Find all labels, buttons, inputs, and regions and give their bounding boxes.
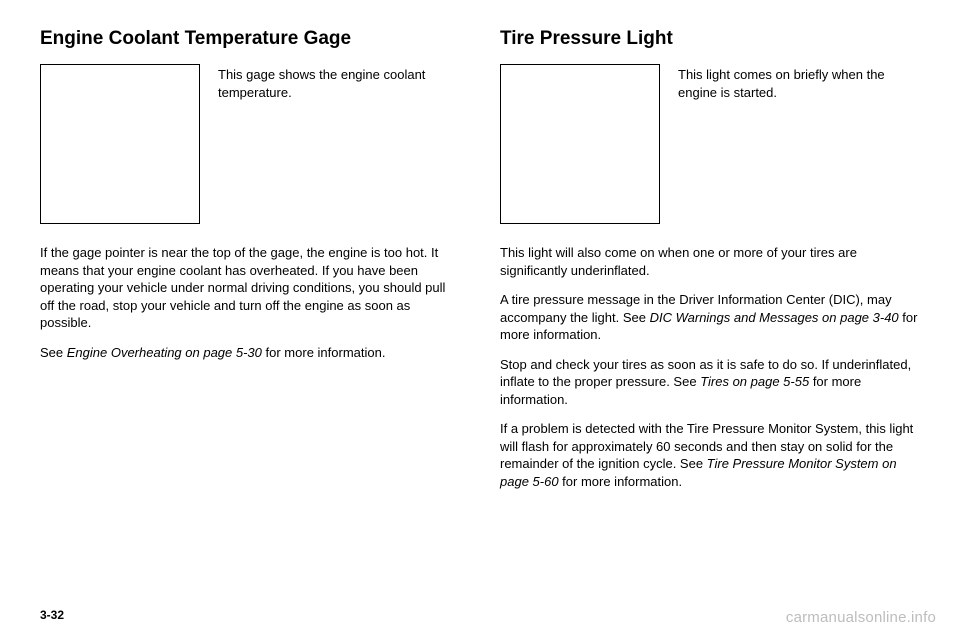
right-column: Tire Pressure Light This light comes on … [500,28,920,503]
right-figure-row: This light comes on briefly when the eng… [500,64,920,224]
right-paragraph-2: A tire pressure message in the Driver In… [500,291,920,344]
watermark: carmanualsonline.info [786,609,936,626]
coolant-gage-figure [40,64,200,224]
left-heading: Engine Coolant Temperature Gage [40,28,460,50]
tire-pressure-light-figure [500,64,660,224]
text: See [40,345,67,360]
left-paragraph-1: If the gage pointer is near the top of t… [40,244,460,332]
left-column: Engine Coolant Temperature Gage This gag… [40,28,460,503]
left-figure-row: This gage shows the engine coolant tempe… [40,64,460,224]
right-heading: Tire Pressure Light [500,28,920,50]
ref-tires: Tires on page 5-55 [700,374,809,389]
text: for more information. [262,345,386,360]
two-column-layout: Engine Coolant Temperature Gage This gag… [40,28,920,503]
tire-pressure-caption: This light comes on briefly when the eng… [678,64,920,224]
ref-dic-warnings: DIC Warnings and Messages on page 3-40 [650,310,899,325]
right-paragraph-3: Stop and check your tires as soon as it … [500,356,920,409]
right-paragraph-4: If a problem is detected with the Tire P… [500,420,920,490]
left-paragraph-2: See Engine Overheating on page 5-30 for … [40,344,460,362]
coolant-gage-caption: This gage shows the engine coolant tempe… [218,64,460,224]
page-number: 3-32 [40,608,64,622]
right-paragraph-1: This light will also come on when one or… [500,244,920,279]
ref-engine-overheating: Engine Overheating on page 5-30 [67,345,262,360]
text: for more information. [559,474,683,489]
